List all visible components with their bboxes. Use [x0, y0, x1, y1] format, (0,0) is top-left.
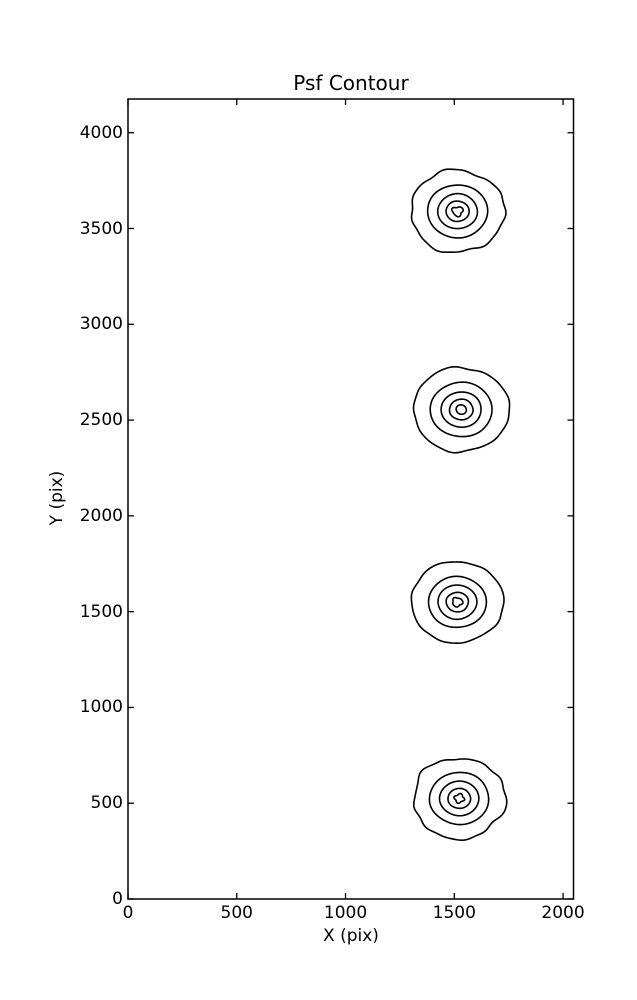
y-tick-label: 1500: [79, 601, 123, 622]
contour-ring-1: [410, 561, 505, 644]
psf-spot-bottom: [412, 758, 508, 842]
y-tick-label: 0: [112, 889, 123, 909]
contour-ring-2: [426, 184, 489, 239]
contour-ring-3: [440, 391, 482, 428]
x-axis-label: X (pix): [323, 926, 379, 946]
y-tick-label: 3500: [79, 218, 123, 239]
contour-ring-4: [445, 200, 470, 223]
contour-ring-2: [428, 771, 490, 826]
y-tick-label: 3000: [79, 314, 123, 335]
psf-spot-top: [410, 168, 507, 253]
contour-ring-5: [455, 404, 468, 416]
y-tick-label: 500: [90, 793, 123, 814]
contour-ring-4: [447, 787, 472, 810]
contour-ring-4: [445, 591, 470, 613]
axis-ticks: [127, 99, 574, 900]
contour-ring-1: [412, 365, 511, 454]
y-tick-label: 4000: [79, 122, 123, 143]
contour-ring-3: [437, 584, 478, 621]
x-tick-label: 2000: [541, 903, 585, 923]
y-tick-label: 2500: [79, 410, 123, 431]
contour-ring-2: [429, 381, 493, 438]
chart-title: Psf Contour: [293, 71, 409, 95]
contour-spots: [410, 168, 511, 842]
x-tick-label: 1500: [432, 903, 476, 923]
contour-ring-5: [453, 792, 466, 805]
psf-spot-lower-mid: [410, 561, 505, 644]
x-tick-label: 0: [122, 903, 134, 923]
y-tick-label: 2000: [79, 505, 123, 526]
contour-ring-3: [438, 780, 480, 817]
contour-ring-1: [410, 168, 507, 253]
x-tick-label: 500: [220, 903, 253, 923]
contour-ring-4: [448, 398, 474, 421]
x-tick-label: 1000: [323, 903, 368, 923]
psf-spot-upper-mid: [412, 365, 511, 454]
contour-ring-2: [427, 575, 488, 629]
axes-spines: [127, 98, 575, 900]
y-tick-label: 1000: [79, 697, 123, 718]
contour-ring-1: [412, 758, 508, 842]
contour-ring-3: [436, 192, 479, 230]
contour-ring-5: [451, 596, 464, 608]
contour-ring-5: [450, 206, 464, 218]
